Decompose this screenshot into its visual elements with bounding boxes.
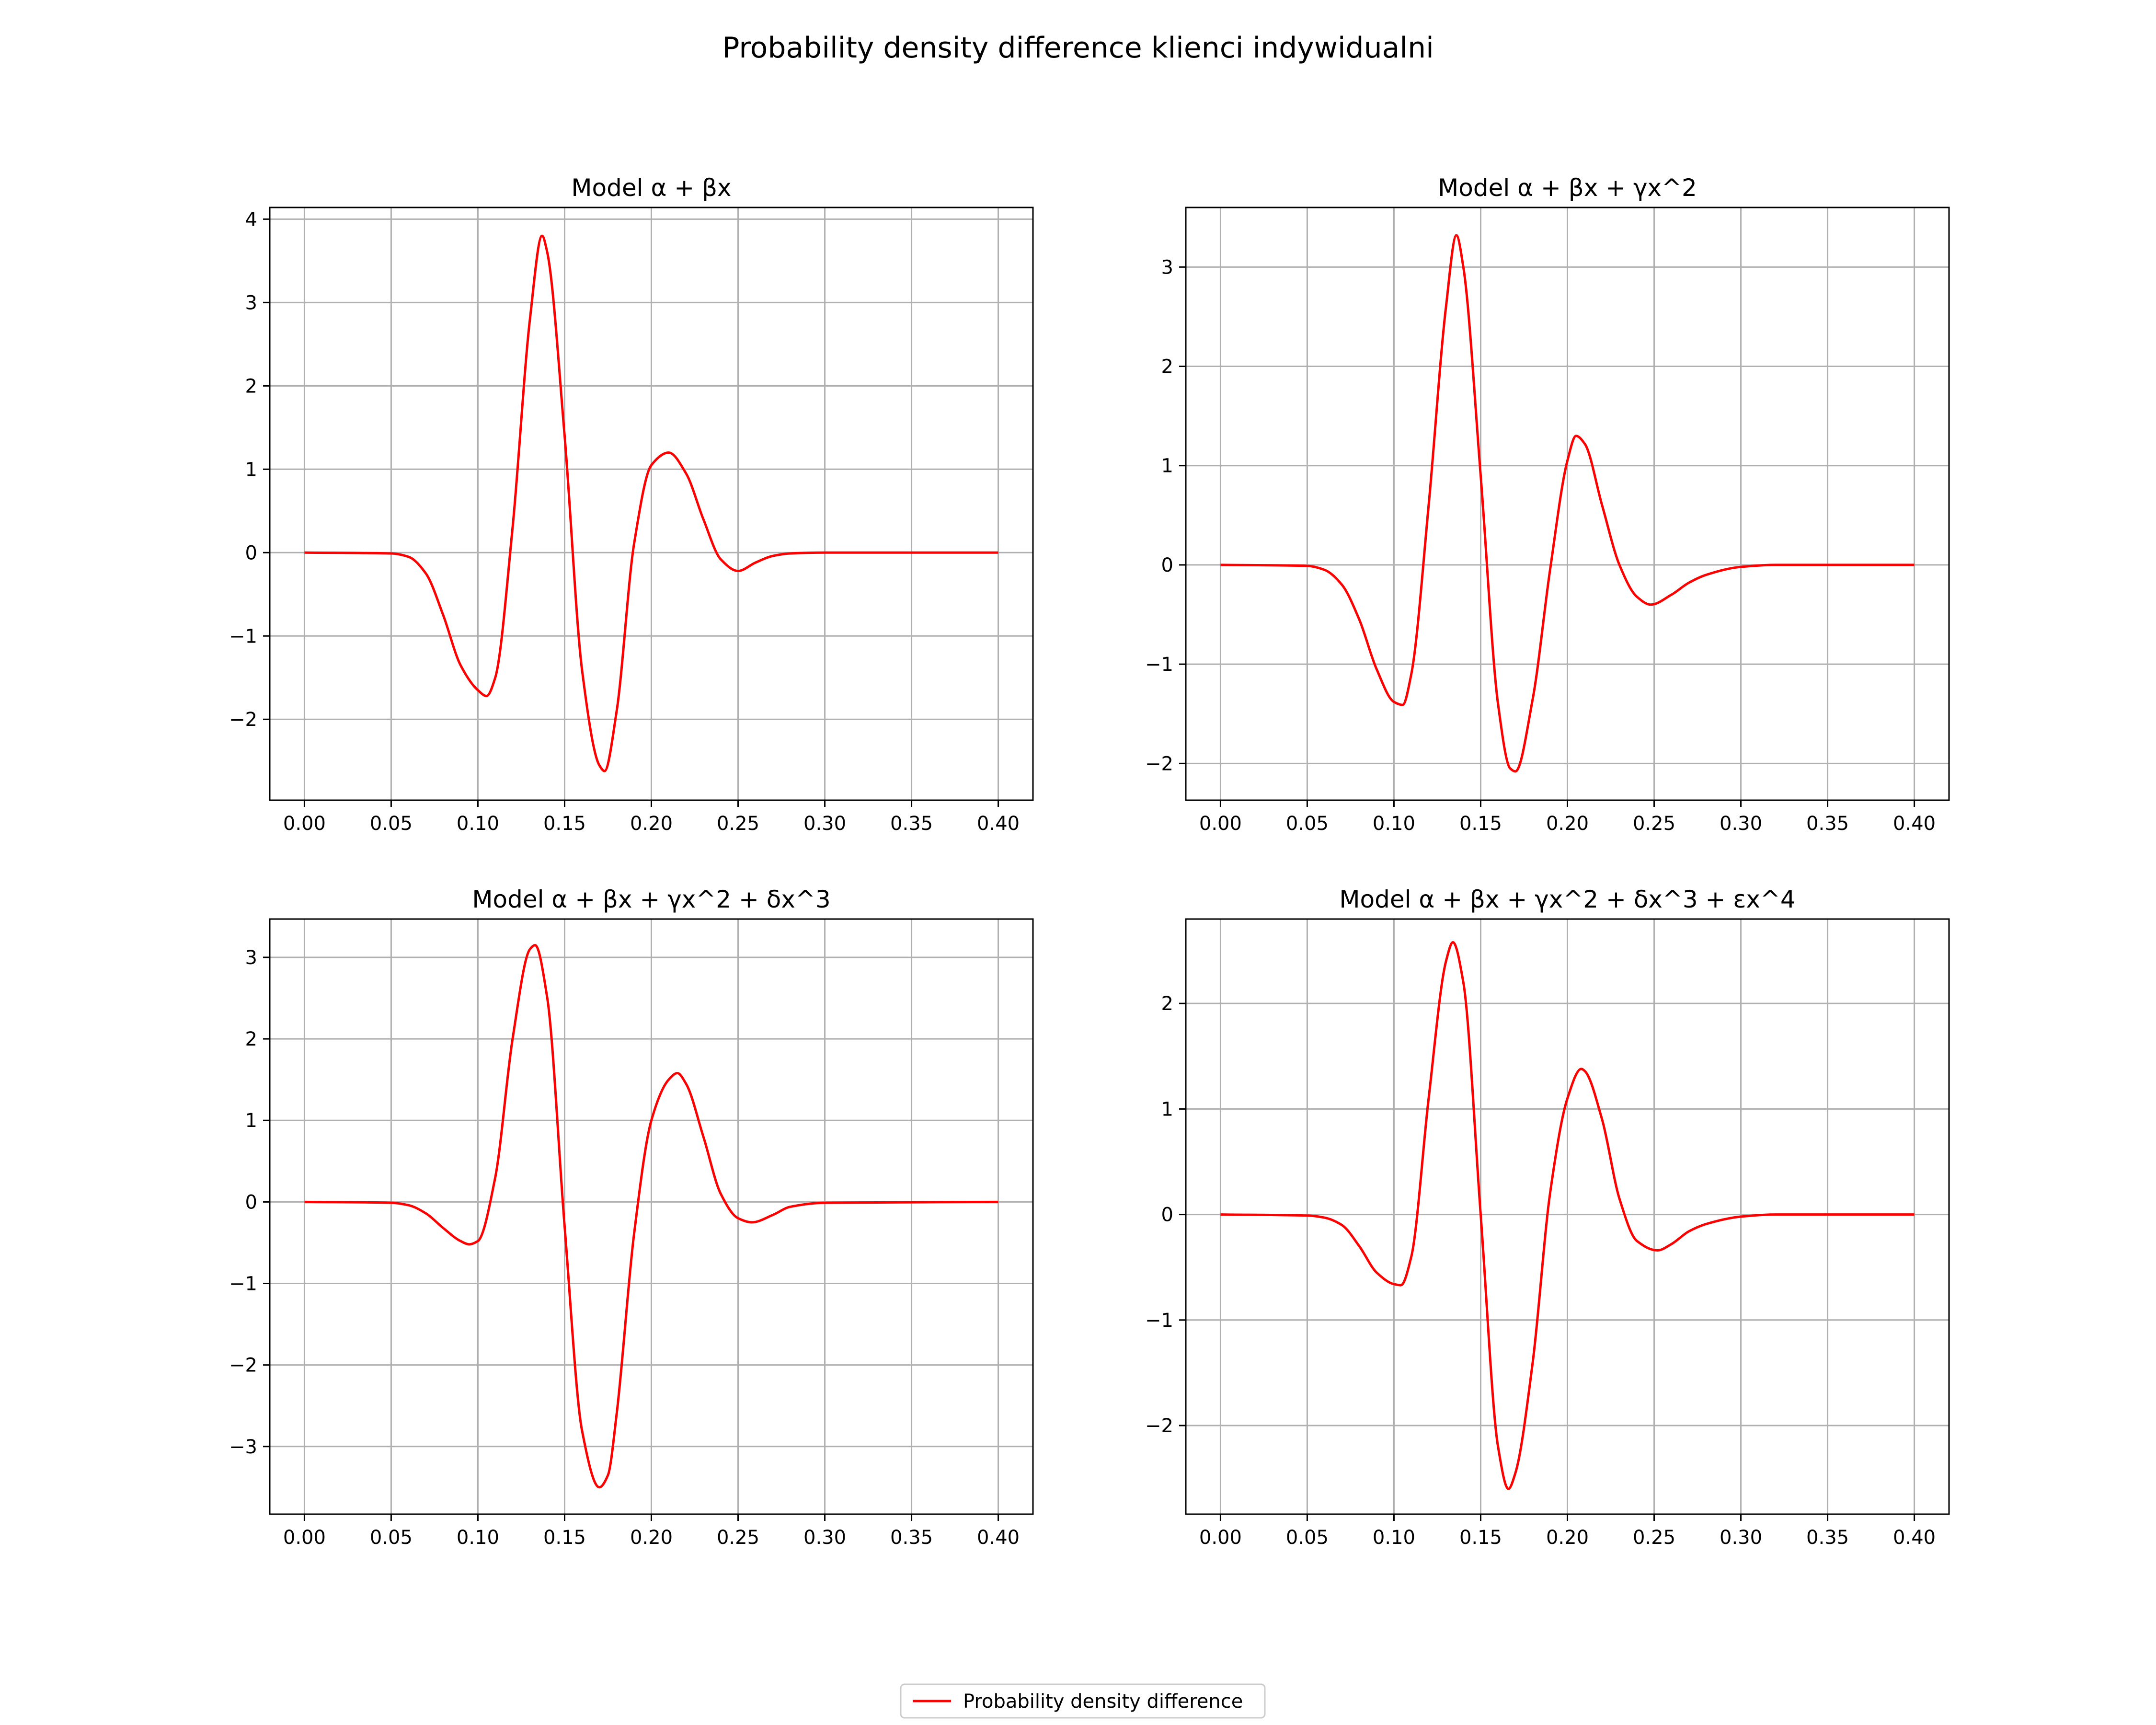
x-tick-label: 0.30 xyxy=(1720,813,1762,835)
y-tick-label: −3 xyxy=(229,1436,257,1458)
x-tick-label: 0.15 xyxy=(543,1527,586,1549)
x-tick-label: 0.10 xyxy=(1373,813,1415,835)
subplot-title: Model α + βx + γx^2 + δx^3 xyxy=(472,886,830,913)
x-tick-label: 0.30 xyxy=(1720,1527,1762,1549)
x-tick-label: 0.25 xyxy=(717,813,759,835)
x-tick-label: 0.10 xyxy=(457,813,499,835)
x-tick-label: 0.25 xyxy=(1633,1527,1675,1549)
subplot-1: 0.00 0.05 0.10 0.15 0.20 0.25 0.30 0.35 0.40 −2 −1… xyxy=(229,174,1034,835)
x-tick-label: 0.20 xyxy=(630,813,673,835)
y-tick-label: −1 xyxy=(229,1273,257,1295)
x-tick-label: 0.05 xyxy=(1286,813,1329,835)
x-tick-label: 0.05 xyxy=(370,813,413,835)
y-tick-label: −1 xyxy=(1145,1310,1173,1332)
y-tick-label: 1 xyxy=(1161,1098,1173,1120)
y-tick-label: −2 xyxy=(229,1355,257,1377)
x-tick-label: 0.25 xyxy=(717,1527,759,1549)
y-tick-label: −2 xyxy=(1145,1415,1173,1437)
x-tick-label: 0.20 xyxy=(630,1527,673,1549)
x-tick-label: 0.10 xyxy=(1373,1527,1415,1549)
legend: Probability density difference xyxy=(900,1683,1266,1719)
y-tick-label: −1 xyxy=(229,625,257,647)
x-tick-label: 0.15 xyxy=(1459,813,1502,835)
x-tick-label: 0.40 xyxy=(1893,1527,1936,1549)
y-tick-label: 0 xyxy=(1161,1204,1173,1226)
subplot-2: 0.00 0.05 0.10 0.15 0.20 0.25 0.30 0.35 0.40 −2 −1… xyxy=(1145,174,1950,835)
series-line xyxy=(1220,234,1915,773)
x-tick-label: 0.05 xyxy=(1286,1527,1329,1549)
y-tick-label: 3 xyxy=(1161,256,1173,278)
series-line xyxy=(304,234,998,772)
y-tick-label: −2 xyxy=(229,709,257,731)
y-tick-label: −1 xyxy=(1145,654,1173,676)
x-tick-label: 0.35 xyxy=(890,1527,933,1549)
subplot-title: Model α + βx + γx^2 + δx^3 + εx^4 xyxy=(1339,886,1795,913)
y-tick-label: 1 xyxy=(245,1110,257,1132)
x-tick-label: 0.25 xyxy=(1633,813,1675,835)
y-tick-label: −2 xyxy=(1145,753,1173,775)
x-tick-label: 0.35 xyxy=(1806,813,1849,835)
x-tick-label: 0.05 xyxy=(370,1527,413,1549)
y-tick-label: 3 xyxy=(245,947,257,969)
x-tick-label: 0.35 xyxy=(890,813,933,835)
y-tick-label: 0 xyxy=(1161,554,1173,576)
y-tick-label: 0 xyxy=(245,542,257,564)
series-line xyxy=(304,943,998,1489)
x-tick-label: 0.40 xyxy=(977,813,1020,835)
x-tick-label: 0.35 xyxy=(1806,1527,1849,1549)
subplot-4: 0.00 0.05 0.10 0.15 0.20 0.25 0.30 0.35 0.40 −2 −1… xyxy=(1145,886,1950,1549)
subplot-3: 0.00 0.05 0.10 0.15 0.20 0.25 0.30 0.35 0.40 −3 −2… xyxy=(229,886,1034,1549)
x-tick-label: 0.20 xyxy=(1546,813,1589,835)
y-tick-label: 2 xyxy=(1161,993,1173,1015)
y-tick-label: 2 xyxy=(245,1028,257,1050)
x-tick-label: 0.00 xyxy=(283,1527,326,1549)
x-tick-label: 0.10 xyxy=(457,1527,499,1549)
y-tick-label: 1 xyxy=(245,459,257,481)
y-tick-label: 4 xyxy=(245,208,257,230)
subplot-title: Model α + βx + γx^2 xyxy=(1438,174,1697,202)
y-tick-label: 3 xyxy=(245,292,257,314)
x-tick-label: 0.00 xyxy=(1199,813,1242,835)
legend-label: Probability density difference xyxy=(963,1690,1243,1713)
subplots-container: 0.00 0.05 0.10 0.15 0.20 0.25 0.30 0.35 0.40 −2 −1… xyxy=(229,174,1950,1549)
subplot-title: Model α + βx xyxy=(571,174,731,202)
series-line xyxy=(1220,941,1915,1490)
x-tick-label: 0.40 xyxy=(977,1527,1020,1549)
x-tick-label: 0.20 xyxy=(1546,1527,1589,1549)
x-tick-label: 0.15 xyxy=(1459,1527,1502,1549)
y-tick-label: 2 xyxy=(1161,356,1173,378)
legend-frame xyxy=(900,1683,1266,1719)
y-tick-label: 1 xyxy=(1161,455,1173,477)
x-tick-label: 0.40 xyxy=(1893,813,1936,835)
y-tick-label: 2 xyxy=(245,375,257,397)
x-tick-label: 0.15 xyxy=(543,813,586,835)
x-tick-label: 0.30 xyxy=(803,1527,846,1549)
y-tick-label: 0 xyxy=(245,1191,257,1213)
x-tick-label: 0.00 xyxy=(283,813,326,835)
x-tick-label: 0.30 xyxy=(803,813,846,835)
x-tick-label: 0.00 xyxy=(1199,1527,1242,1549)
figure-suptitle: Probability density difference klienci i… xyxy=(722,31,1434,65)
